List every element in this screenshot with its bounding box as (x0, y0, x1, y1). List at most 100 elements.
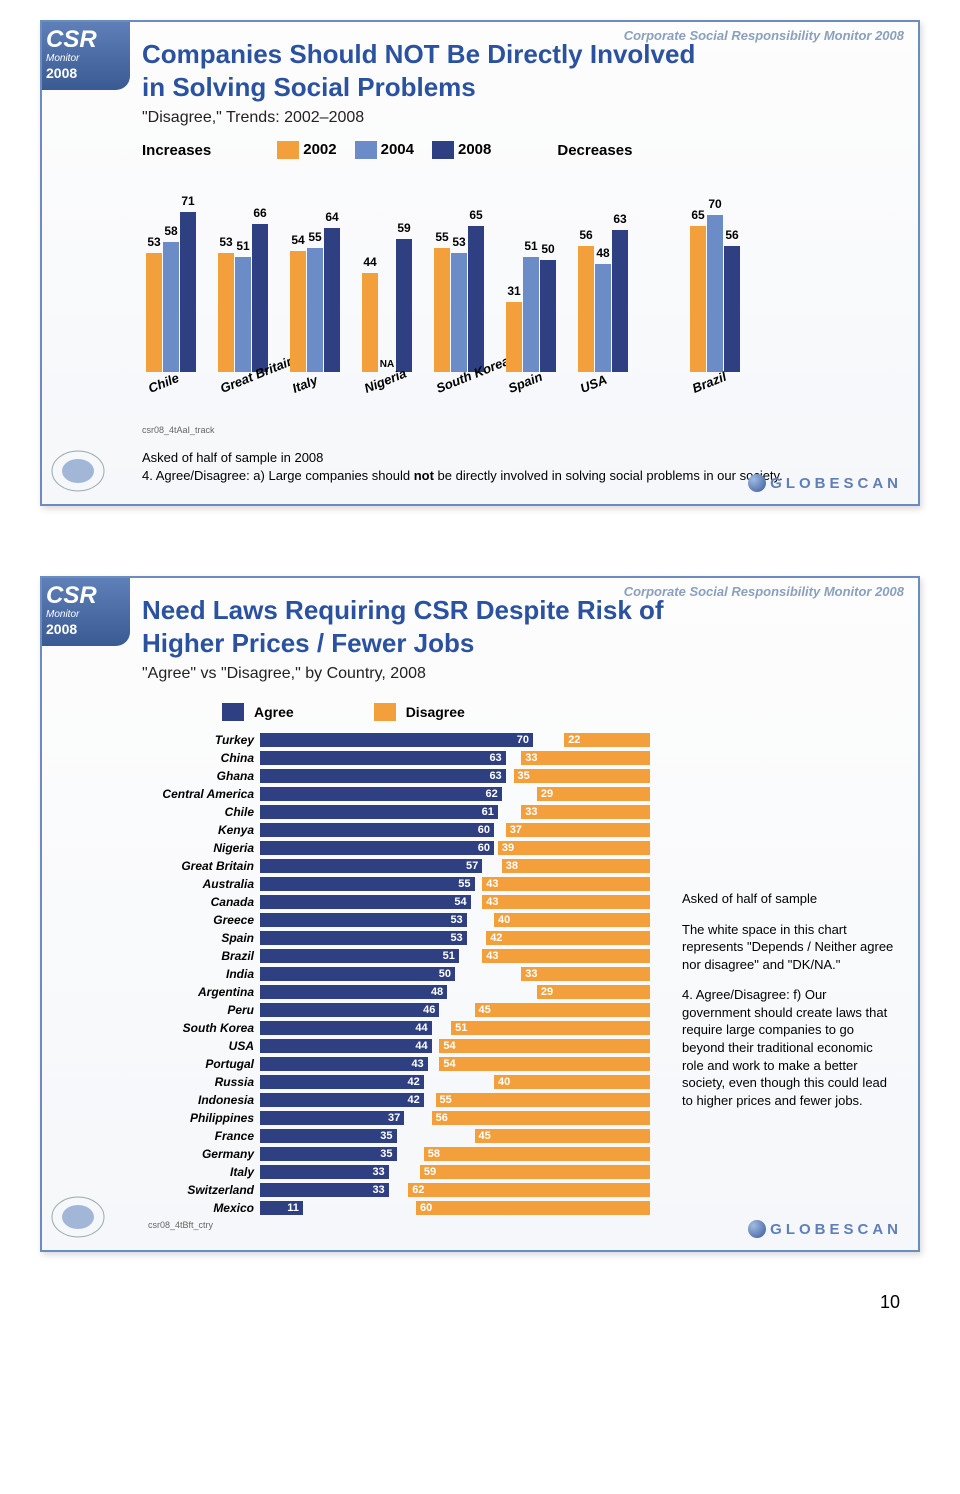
accreditation-seal-icon (48, 1194, 108, 1240)
hbar-row: Nigeria6039 (142, 839, 662, 856)
agree-bar: 57 (260, 859, 482, 873)
bar-track: 3558 (260, 1147, 662, 1161)
hbar-row: Turkey7022 (142, 731, 662, 748)
hbar-row: Philippines3756 (142, 1109, 662, 1126)
legend-2004-item: 2004 (355, 141, 414, 159)
bar-track: 4454 (260, 1039, 662, 1053)
bar-track: 4255 (260, 1093, 662, 1107)
country-label: France (142, 1129, 260, 1143)
bar: 65 (468, 226, 484, 372)
bar-value-label: 53 (449, 235, 469, 249)
globe-icon (748, 474, 766, 492)
bar-group: 555365South Korea (434, 192, 484, 397)
bar: 48 (595, 264, 611, 372)
hbar-row: Australia5543 (142, 875, 662, 892)
swatch-2002 (277, 141, 299, 159)
bar-track: 5738 (260, 859, 662, 873)
bar-track: 5033 (260, 967, 662, 981)
logo-sub: Monitor (46, 54, 126, 64)
bar-track: 1160 (260, 1201, 662, 1215)
bar-track: 3359 (260, 1165, 662, 1179)
hbar-row: Central America6229 (142, 785, 662, 802)
bar: 56 (578, 246, 594, 372)
bar: 51 (523, 257, 539, 372)
slide-2: CSR Monitor 2008 Corporate Social Respon… (40, 576, 920, 1252)
legend-2008-item: 2008 (432, 141, 491, 159)
swatch-agree (222, 703, 244, 721)
country-label: Spain (142, 931, 260, 945)
hbar-row: Russia4240 (142, 1073, 662, 1090)
bar-track: 4451 (260, 1021, 662, 1035)
bar-group: 44NA59Nigeria (362, 192, 412, 397)
hbar-row: Great Britain5738 (142, 857, 662, 874)
bar: 59 (396, 239, 412, 372)
hbar-row: Kenya6037 (142, 821, 662, 838)
bar-track: 4829 (260, 985, 662, 999)
agree-bar: 37 (260, 1111, 404, 1125)
agree-bar: 60 (260, 823, 494, 837)
bar: 56 (724, 246, 740, 372)
legend-2004: 2004 (381, 141, 414, 158)
disagree-bar: 33 (521, 751, 650, 765)
bar: 65 (690, 226, 706, 372)
country-label: Russia (142, 1075, 260, 1089)
disagree-bar: 29 (537, 985, 650, 999)
disagree-bar: 22 (564, 733, 650, 747)
legend-2008: 2008 (458, 141, 491, 158)
bar-group: 315150Spain (506, 192, 556, 397)
hbar-row: Canada5443 (142, 893, 662, 910)
agree-bar: 33 (260, 1183, 389, 1197)
disagree-bar: 54 (439, 1039, 650, 1053)
legend-agree-item: Agree (222, 703, 294, 721)
agree-bar: 55 (260, 877, 475, 891)
globescan-text: GLOBESCAN (770, 1221, 902, 1238)
note-line1: Asked of half of sample in 2008 (142, 449, 802, 467)
bar: 51 (235, 257, 251, 372)
bar-track: 70 22 (260, 733, 662, 747)
country-label: China (142, 751, 260, 765)
country-label: Philippines (142, 1111, 260, 1125)
bar-value-label: 63 (610, 212, 630, 226)
country-label: Portugal (142, 1057, 260, 1071)
slide1-notes: Asked of half of sample in 2008 4. Agree… (142, 449, 802, 484)
bar-track: 3756 (260, 1111, 662, 1125)
agree-bar: 35 (260, 1147, 397, 1161)
country-label: Nigeria (142, 841, 260, 855)
accreditation-seal-icon (48, 448, 108, 494)
agree-bar: 51 (260, 949, 459, 963)
country-label: India (142, 967, 260, 981)
agree-bar: 63 (260, 751, 506, 765)
bar: 55 (434, 248, 450, 372)
bar: 71 (180, 212, 196, 372)
bar-track: 33 62 (260, 1183, 662, 1197)
country-label: Chile (142, 805, 260, 819)
bar-track: 4645 (260, 1003, 662, 1017)
bar-value-label: 31 (504, 284, 524, 298)
logo-sub: Monitor (46, 610, 126, 620)
country-label: Italy (142, 1165, 260, 1179)
header-brand: Corporate Social Responsibility Monitor … (624, 584, 904, 599)
agree-bar: 35 (260, 1129, 397, 1143)
swatch-2004 (355, 141, 377, 159)
side-note-2: The white space in this chart represents… (682, 921, 898, 974)
globescan-text: GLOBESCAN (770, 475, 902, 492)
slide1-subtitle: "Disagree," Trends: 2002–2008 (142, 109, 898, 127)
hbar-row: Switzerland3362 (142, 1181, 662, 1198)
title-line1: Need Laws Requiring CSR Despite Risk of (142, 595, 664, 625)
globe-icon (748, 1220, 766, 1238)
country-label: USA (142, 1039, 260, 1053)
disagree-bar: 40 (494, 913, 650, 927)
agree-bar: 70 (260, 733, 533, 747)
side-note-3: 4. Agree/Disagree: f) Our government sho… (682, 986, 898, 1109)
slide1-bar-chart: 535871Chile535166Great Britain545564Ital… (142, 177, 898, 397)
agree-bar: 62 (260, 787, 502, 801)
disagree-bar: 40 (494, 1075, 650, 1089)
note-line2: 4. Agree/Disagree: a) Large companies sh… (142, 467, 802, 485)
csr-logo: CSR Monitor 2008 (42, 578, 130, 646)
bar-group: 535166Great Britain (218, 192, 268, 397)
disagree-bar: 62 (408, 1183, 650, 1197)
hbar-row: Portugal4354 (142, 1055, 662, 1072)
country-label: Australia (142, 877, 260, 891)
agree-bar: 60 (260, 841, 494, 855)
hbar-row: Chile6133 (142, 803, 662, 820)
